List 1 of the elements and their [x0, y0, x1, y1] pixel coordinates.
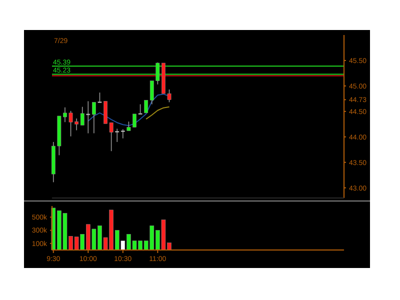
line-series [146, 106, 170, 120]
